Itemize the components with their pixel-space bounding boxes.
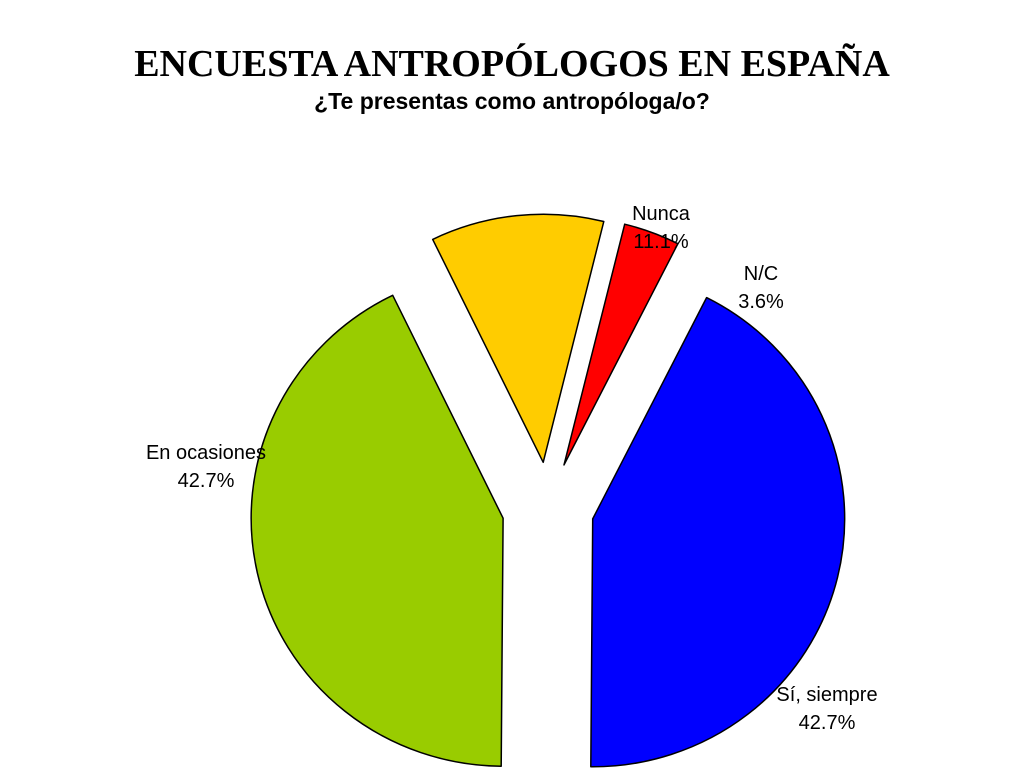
pie-slices (250, 213, 846, 768)
slice-value-n-c: 3.6% (738, 291, 784, 313)
slice-value-nunca: 11.1% (633, 231, 688, 253)
slice-label-nunca: Nunca (632, 203, 691, 225)
slice-value-en-ocasiones: 42.7% (178, 470, 235, 492)
chart-title: ENCUESTA ANTROPÓLOGOS EN ESPAÑA (134, 43, 890, 85)
pie-slice-nunca (431, 213, 605, 464)
slice-label-en-ocasiones: En ocasiones (146, 442, 266, 464)
pie-slice-en-ocasiones (250, 294, 504, 767)
pie-slice-n-c (563, 223, 679, 466)
slice-label-n-c: N/C (744, 263, 778, 285)
pie-slice-si-siempre (590, 296, 846, 768)
slice-label-si-siempre: Sí, siempre (776, 684, 877, 706)
slice-value-si-siempre: 42.7% (799, 712, 856, 734)
pie-labels: Nunca 11.1% N/C 3.6% Sí, siempre 42.7% En ocas… (146, 203, 878, 734)
chart-subtitle: ¿Te presentas como antropóloga/o? (314, 88, 710, 114)
